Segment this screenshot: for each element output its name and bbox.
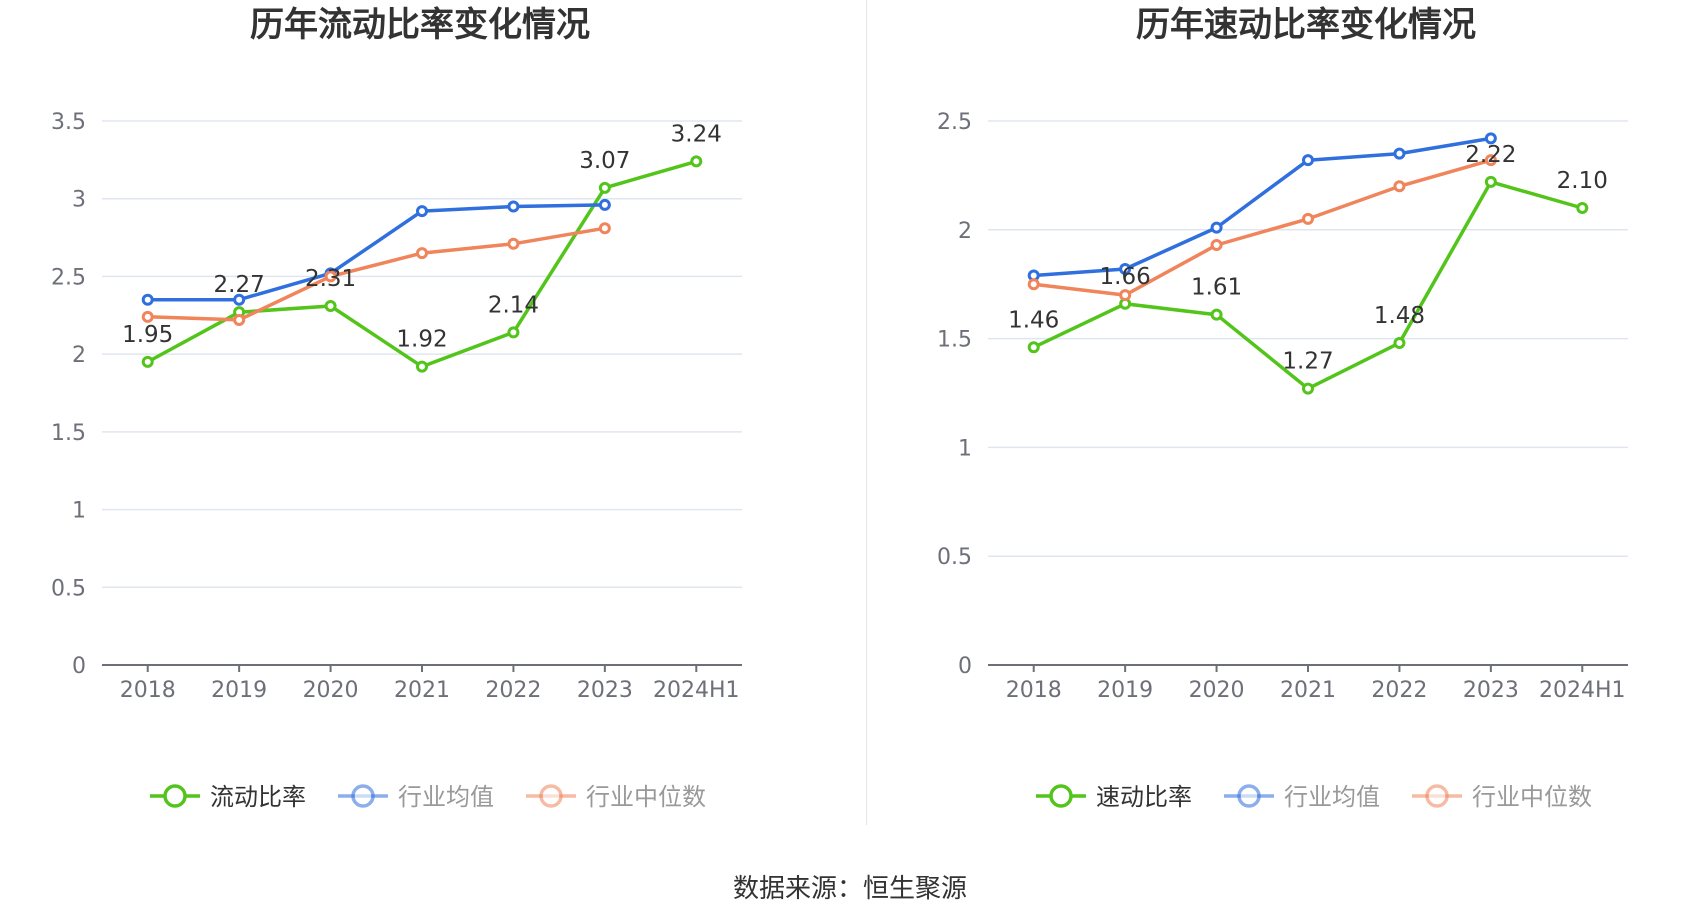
- series-line-median: [1033, 158, 1492, 297]
- y-tick-label: 0: [72, 654, 86, 679]
- y-tick-label: 0: [958, 654, 972, 679]
- x-tick-label: 2019: [211, 678, 267, 703]
- y-tick-label: 2.5: [51, 265, 86, 290]
- data-point-median: [507, 237, 520, 250]
- data-point-median: [1484, 154, 1497, 167]
- data-point-main: [1484, 175, 1497, 188]
- data-point-main: [324, 299, 337, 312]
- legend-marker-main: [163, 784, 187, 808]
- data-point-avg: [598, 198, 611, 211]
- legend-label-avg: 行业均值: [398, 783, 494, 811]
- chart-title: 历年速动比率变化情况: [1136, 5, 1476, 45]
- x-tick-label: 2021: [1280, 678, 1336, 703]
- data-label: 1.66: [1100, 264, 1151, 290]
- data-source: 数据来源：恒生聚源: [732, 874, 967, 904]
- data-point-avg: [1302, 154, 1314, 167]
- x-tick-label: 2024H1: [653, 678, 740, 703]
- data-label: 1.61: [1191, 275, 1242, 301]
- data-label: 1.46: [1008, 307, 1059, 333]
- series-line-avg: [147, 203, 605, 302]
- data-point-median: [1027, 278, 1040, 291]
- data-point-avg: [1484, 132, 1497, 145]
- chart-divider: [866, 0, 867, 825]
- y-tick-label: 1: [958, 436, 972, 461]
- x-tick-label: 2022: [1371, 678, 1427, 703]
- data-label: 1.27: [1282, 349, 1333, 375]
- x-tick-label: 2024H1: [1539, 678, 1626, 703]
- data-point-main: [141, 355, 154, 368]
- data-point-avg: [1210, 221, 1223, 234]
- data-point-main: [1302, 382, 1314, 395]
- legend-label-median: 行业中位数: [1472, 783, 1592, 811]
- data-point-avg: [233, 293, 246, 306]
- y-tick-label: 1.5: [51, 421, 86, 446]
- x-tick-label: 2018: [1006, 678, 1062, 703]
- data-point-avg: [1393, 147, 1406, 160]
- y-tick-label: 2.5: [937, 110, 972, 135]
- legend-label-main: 速动比率: [1096, 783, 1192, 811]
- data-point-median: [1302, 212, 1314, 225]
- current-ratio-chart: 历年流动比率变化情况 0 0.5 1 1.5 2 2.5 3 3.5 2018 2019 2020 20…: [51, 5, 742, 811]
- data-point-main: [598, 181, 611, 194]
- legend-label-main: 流动比率: [210, 783, 306, 811]
- series-line-median: [147, 226, 606, 322]
- x-tick-label: 2022: [485, 678, 541, 703]
- data-point-main: [1210, 308, 1223, 321]
- y-tick-label: 2: [72, 343, 86, 368]
- legend-label-median: 行业中位数: [586, 783, 706, 811]
- data-label: 2.31: [305, 266, 356, 292]
- data-point-median: [1210, 239, 1223, 252]
- data-label: 2.14: [488, 292, 539, 318]
- data-point-main: [416, 360, 428, 373]
- y-tick-label: 0.5: [937, 545, 972, 570]
- legend-marker-median: [539, 784, 563, 808]
- data-point-main: [1576, 202, 1589, 215]
- data-label: 2.10: [1557, 168, 1608, 194]
- legend-label-avg: 行业均值: [1284, 783, 1380, 811]
- data-point-avg: [1119, 262, 1132, 275]
- data-label: 1.48: [1374, 303, 1425, 329]
- y-tick-label: 1: [72, 499, 86, 524]
- data-label: 3.07: [579, 148, 630, 174]
- data-point-median: [233, 313, 246, 326]
- data-label: 1.95: [122, 322, 173, 348]
- data-point-main: [1393, 336, 1406, 349]
- y-tick-label: 3.5: [51, 110, 86, 135]
- data-point-median: [324, 270, 337, 283]
- legend-marker-median: [1425, 784, 1449, 808]
- x-tick-label: 2023: [577, 678, 633, 703]
- data-point-main: [507, 326, 520, 339]
- data-point-median: [1393, 180, 1406, 193]
- data-point-avg: [416, 205, 428, 218]
- y-tick-label: 3: [72, 188, 86, 213]
- y-tick-label: 2: [958, 219, 972, 244]
- x-tick-label: 2020: [1189, 678, 1245, 703]
- x-tick-label: 2019: [1097, 678, 1153, 703]
- legend-marker-main: [1049, 784, 1073, 808]
- x-tick-label: 2023: [1463, 678, 1519, 703]
- data-point-median: [1119, 289, 1132, 302]
- quick-ratio-chart: 历年速动比率变化情况 0 0.5 1 1.5 2 2.5 2018 2019 2020 2021 20…: [937, 5, 1628, 811]
- x-tick-label: 2020: [303, 678, 359, 703]
- x-tick-label: 2021: [394, 678, 450, 703]
- data-point-median: [598, 222, 611, 235]
- data-label: 2.22: [1465, 142, 1516, 168]
- data-point-avg: [141, 293, 154, 306]
- data-point-main: [1027, 341, 1040, 354]
- data-label: 1.92: [396, 327, 447, 353]
- series-line-avg: [1033, 136, 1492, 278]
- data-point-main: [690, 155, 703, 168]
- y-tick-label: 1.5: [937, 328, 972, 353]
- data-point-avg: [507, 200, 520, 213]
- data-label: 3.24: [671, 121, 722, 147]
- legend-marker-avg: [351, 784, 375, 808]
- data-label: 2.27: [214, 272, 265, 298]
- legend-marker-avg: [1237, 784, 1261, 808]
- data-point-median: [141, 310, 154, 323]
- chart-title: 历年流动比率变化情况: [250, 5, 590, 45]
- y-tick-label: 0.5: [51, 576, 86, 601]
- x-tick-label: 2018: [120, 678, 176, 703]
- data-point-median: [416, 247, 428, 260]
